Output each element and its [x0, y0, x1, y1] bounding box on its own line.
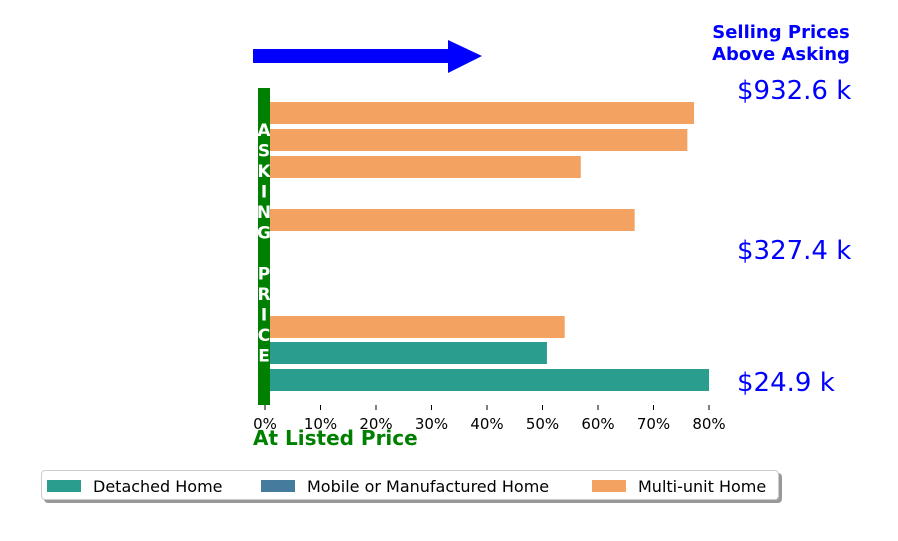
x-tick-label: 50%	[526, 415, 559, 433]
vertical-label-letter: R	[257, 285, 270, 305]
annotation-at-listed-price: At Listed Price	[253, 426, 418, 450]
vertical-label-letter: S	[258, 142, 270, 162]
legend-swatch-detached	[47, 480, 81, 492]
legend-label-mobile: Mobile or Manufactured Home	[307, 476, 550, 496]
price-label: $24.9 k	[737, 368, 835, 398]
x-tick-label: 40%	[470, 415, 503, 433]
x-tick-label: 10%	[304, 415, 337, 433]
vertical-label-letter: I	[261, 306, 267, 326]
legend-swatch-multi-unit	[592, 480, 626, 492]
legend: Detached Home Mobile or Manufactured Hom…	[41, 470, 779, 500]
vertical-label-letter: E	[258, 347, 270, 367]
bar-multi-unit-home-2	[270, 156, 581, 178]
price-label: $932.6 k	[737, 76, 851, 106]
bar-detached-home-5	[270, 342, 547, 364]
x-tick-label: 70%	[637, 415, 670, 433]
x-tick-label: 0%	[253, 415, 277, 433]
bar-detached-home-6	[270, 369, 709, 391]
x-tick-label: 80%	[692, 415, 725, 433]
legend-item-mobile: Mobile or Manufactured Home	[261, 476, 549, 496]
asking-price-bar	[258, 88, 270, 405]
legend-item-detached: Detached Home	[47, 476, 223, 496]
price-labels: $932.6 k $327.4 k $24.9 k	[737, 76, 851, 398]
vertical-label-letter: C	[258, 326, 270, 346]
legend-label-detached: Detached Home	[93, 476, 223, 496]
bar-multi-unit-home-4	[270, 316, 565, 338]
vertical-label-letter: P	[258, 265, 270, 285]
vertical-label-letter: K	[257, 162, 271, 182]
vertical-label-letter: G	[257, 224, 271, 244]
right-arrow-icon	[253, 40, 482, 73]
bar-multi-unit-home-3	[270, 209, 635, 231]
x-axis: 0% 10% 20% 30% 40% 50% 60% 70% 80%	[253, 405, 726, 433]
x-tick-label: 30%	[415, 415, 448, 433]
annotation-selling-prices: Selling Prices	[712, 22, 849, 43]
x-tick-label: 20%	[359, 415, 392, 433]
vertical-label-letter: A	[257, 121, 271, 141]
price-label: $327.4 k	[737, 236, 851, 266]
x-tick-label: 60%	[581, 415, 614, 433]
annotation-above-asking: Above Asking	[712, 44, 850, 65]
legend-item-multi-unit: Multi-unit Home	[592, 476, 766, 496]
legend-label-multi-unit: Multi-unit Home	[638, 476, 767, 496]
vertical-label-letter: N	[257, 203, 271, 223]
legend-swatch-mobile	[261, 480, 295, 492]
vertical-label-letter: I	[261, 183, 267, 203]
bars-group	[270, 102, 709, 391]
bar-multi-unit-home-1	[270, 129, 688, 151]
bar-multi-unit-home-0	[270, 102, 695, 124]
